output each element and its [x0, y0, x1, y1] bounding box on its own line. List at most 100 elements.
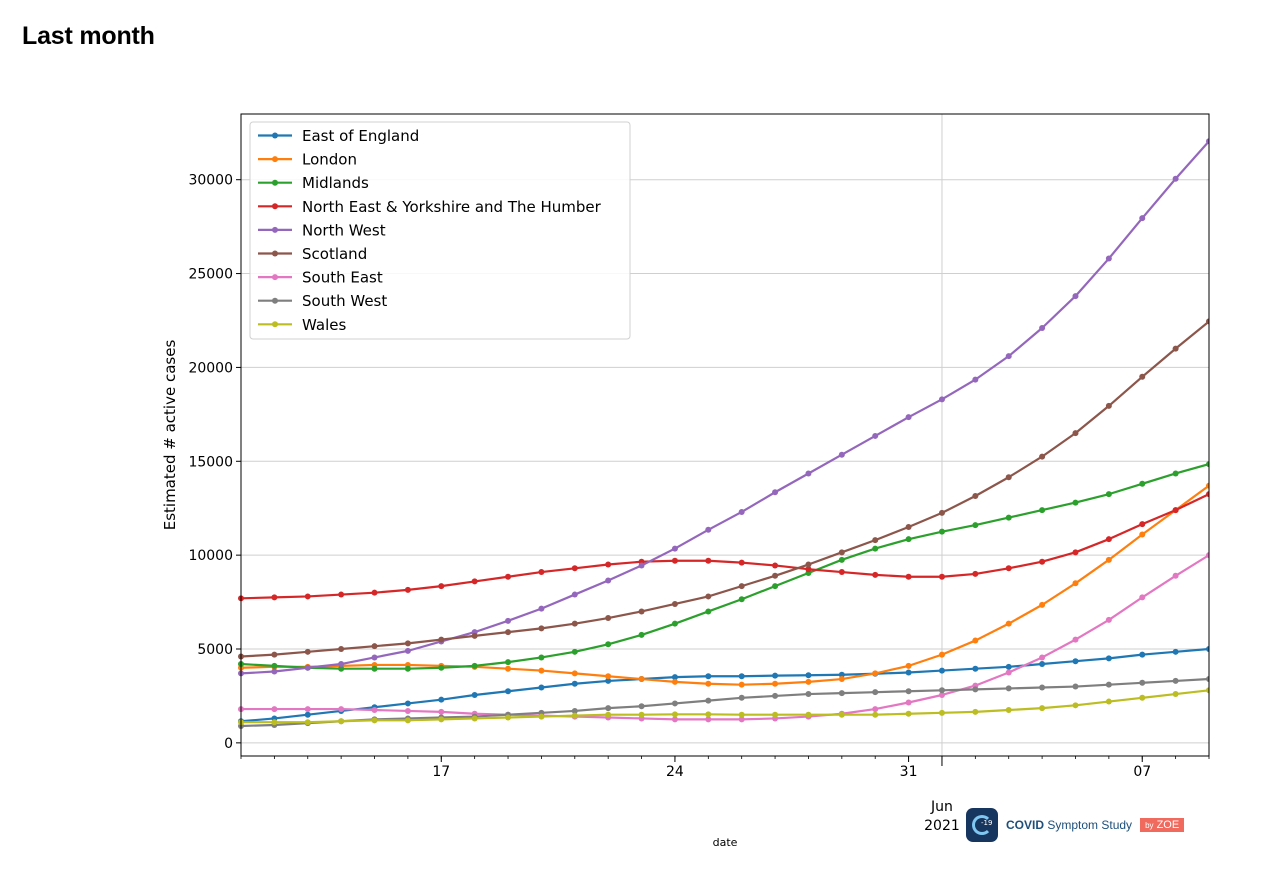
data-point: [338, 706, 345, 713]
data-point: [838, 711, 845, 718]
data-point: [1206, 687, 1209, 694]
data-point: [705, 673, 712, 680]
data-point: [1072, 683, 1079, 690]
data-point: [338, 646, 345, 652]
data-point: [872, 670, 879, 677]
legend-label: East of England: [302, 127, 419, 145]
data-point: [538, 625, 545, 632]
data-point: [304, 719, 311, 726]
legend-item-wales: Wales: [258, 316, 346, 334]
data-point: [905, 414, 912, 421]
data-point: [705, 593, 712, 600]
data-point: [505, 617, 512, 624]
data-point: [772, 680, 779, 687]
legend-item-east-of-england: East of England: [258, 127, 419, 145]
covid-app-icon: -19: [966, 808, 998, 842]
legend-label: South East: [302, 269, 383, 287]
data-point: [271, 662, 278, 669]
data-point: [705, 711, 712, 718]
data-point: [938, 691, 945, 698]
data-point: [271, 668, 278, 675]
data-point: [1172, 345, 1179, 352]
brand-name-rest: Symptom Study: [1047, 818, 1133, 832]
data-point: [1072, 702, 1079, 709]
data-point: [505, 688, 512, 695]
data-point: [1105, 556, 1112, 563]
data-point: [304, 648, 311, 655]
x-major-tick-year: 2021: [924, 818, 960, 834]
x-tick-label: 07: [1133, 764, 1151, 780]
data-point: [1172, 175, 1179, 182]
data-point: [738, 673, 745, 680]
legend-label: London: [302, 151, 357, 169]
data-point: [438, 636, 445, 643]
plot-frame: [240, 113, 1210, 757]
data-point: [671, 620, 678, 627]
series-line-north-east-yorkshire-and-the-humber: [240, 493, 1209, 600]
data-point: [772, 583, 779, 590]
data-point: [738, 711, 745, 718]
data-point: [805, 566, 812, 573]
legend-item-scotland: Scotland: [258, 245, 367, 263]
data-point: [1139, 679, 1146, 686]
data-point: [805, 711, 812, 718]
series-line-london: [240, 484, 1209, 686]
data-point: [938, 396, 945, 403]
data-point: [471, 691, 478, 698]
data-point: [1039, 705, 1046, 712]
data-point: [738, 583, 745, 590]
data-point: [1139, 694, 1146, 701]
zoe-by: by: [1145, 821, 1154, 830]
data-point: [1105, 681, 1112, 688]
data-point: [605, 705, 612, 712]
data-point: [638, 608, 645, 615]
data-point: [772, 572, 779, 579]
data-point: [638, 711, 645, 718]
data-point: [605, 711, 612, 718]
data-point: [1206, 552, 1209, 559]
data-point: [638, 562, 645, 569]
data-point: [938, 667, 945, 674]
data-point: [671, 600, 678, 607]
data-point: [738, 559, 745, 566]
data-point: [404, 647, 411, 654]
x-major-tick-month: Jun: [930, 799, 953, 815]
data-point: [705, 680, 712, 687]
data-point: [538, 605, 545, 612]
y-tick-label: 10000: [188, 548, 233, 564]
data-point: [872, 537, 879, 544]
data-point: [1105, 655, 1112, 662]
data-point: [738, 694, 745, 701]
axis-layer: 0 5000 10000 15000 20000 25000 30000 17 24 31 07 Ju…: [188, 173, 1210, 834]
legend-item-london: London: [258, 151, 357, 169]
legend-swatch-marker: [272, 226, 278, 233]
legend-swatch-marker: [272, 297, 278, 304]
data-point: [571, 712, 578, 719]
legend-item-north-west: North West: [258, 221, 386, 239]
data-point: [338, 718, 345, 725]
data-point: [972, 570, 979, 577]
data-point: [1005, 620, 1012, 627]
data-point: [338, 661, 345, 668]
data-point: [505, 714, 512, 721]
data-point: [1172, 648, 1179, 655]
data-point: [304, 664, 311, 671]
data-point: [1072, 636, 1079, 643]
data-point: [1105, 255, 1112, 262]
series-london: [238, 482, 1209, 688]
series-line-midlands: [240, 463, 1209, 670]
data-point: [1139, 215, 1146, 222]
data-point: [404, 707, 411, 714]
legend: East of England London Midlands North East …: [249, 121, 631, 340]
data-point: [1039, 558, 1046, 565]
data-point: [738, 596, 745, 603]
data-point: [371, 643, 378, 650]
data-point: [404, 717, 411, 724]
data-point: [671, 674, 678, 681]
data-point: [905, 669, 912, 676]
legend-swatch-marker: [272, 321, 278, 328]
data-point: [471, 632, 478, 639]
data-point: [605, 677, 612, 684]
data-point: [1005, 669, 1012, 676]
y-tick-label: 15000: [188, 454, 233, 470]
